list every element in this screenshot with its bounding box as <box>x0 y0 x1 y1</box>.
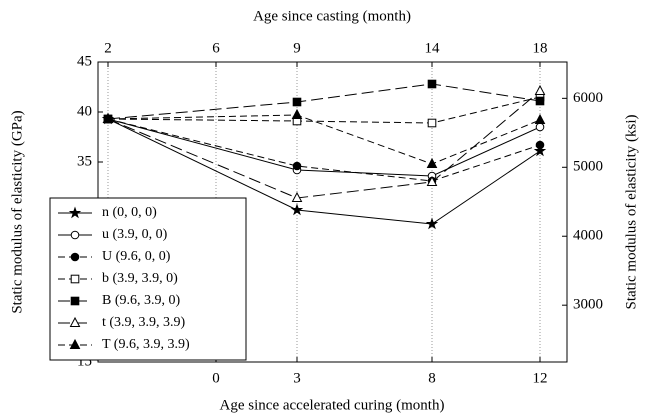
marker <box>290 203 304 216</box>
marker <box>426 157 438 168</box>
legend-label: B (9.6, 3.9, 0) <box>102 293 181 308</box>
marker <box>534 113 546 124</box>
y2-tick-label: 4000 <box>573 228 603 244</box>
y-axis-title: Static modulus of elasticity (GPa) <box>9 110 25 313</box>
x-tick-label: 3 <box>293 370 301 386</box>
marker <box>533 144 547 157</box>
x-axis-title: Age since accelerated curing (month) <box>220 397 445 413</box>
marker <box>535 122 545 132</box>
marker <box>292 161 302 171</box>
series-line <box>107 118 541 225</box>
legend-label: u (3.9, 0, 0) <box>102 227 168 242</box>
legend-label: T (9.6, 3.9, 3.9) <box>102 337 190 352</box>
x2-tick-label: 18 <box>532 40 547 56</box>
marker <box>534 84 546 95</box>
legend-label: U (9.6, 0, 0) <box>102 249 171 264</box>
series-line <box>107 114 541 165</box>
legend-marker <box>70 230 80 240</box>
x-tick-label: 8 <box>428 370 436 386</box>
marker <box>427 118 437 128</box>
marker <box>535 96 545 106</box>
marker <box>425 217 439 230</box>
y2-tick-label: 3000 <box>573 297 603 313</box>
legend-marker <box>70 252 80 262</box>
marker <box>426 175 438 186</box>
legend-marker <box>69 338 81 349</box>
legend-label: t (3.9, 3.9, 3.9) <box>102 315 186 330</box>
marker <box>535 140 545 150</box>
series-line <box>107 90 541 199</box>
x-tick-label: 12 <box>532 370 547 386</box>
marker <box>427 79 437 89</box>
series-line <box>107 96 541 124</box>
marker <box>291 191 303 202</box>
y2-tick-label: 6000 <box>573 90 603 106</box>
legend-marker <box>70 296 80 306</box>
legend-marker <box>69 316 81 327</box>
x2-tick-label: 14 <box>424 40 440 56</box>
legend-label: n (0, 0, 0) <box>102 205 157 220</box>
y-tick-label: 40 <box>77 103 92 119</box>
y-tick-label: 35 <box>77 153 92 169</box>
marker <box>102 112 114 123</box>
series-line <box>107 118 541 182</box>
marker <box>292 97 302 107</box>
series-line <box>107 83 541 120</box>
x2-tick-label: 2 <box>104 40 112 56</box>
y2-axis-title: Static modulus of elasticity (ksi) <box>623 115 639 310</box>
marker <box>291 108 303 119</box>
x2-tick-label: 9 <box>293 40 301 56</box>
y2-tick-label: 5000 <box>573 159 603 175</box>
y-tick-label: 45 <box>77 53 92 69</box>
series-line <box>107 118 541 177</box>
x2-axis-title: Age since casting (month) <box>253 8 411 24</box>
x2-tick-label: 6 <box>212 40 220 56</box>
legend-marker <box>70 274 80 284</box>
legend-label: b (3.9, 3.9, 0) <box>102 271 178 286</box>
legend-marker <box>68 206 82 219</box>
x-tick-label: 0 <box>212 370 220 386</box>
